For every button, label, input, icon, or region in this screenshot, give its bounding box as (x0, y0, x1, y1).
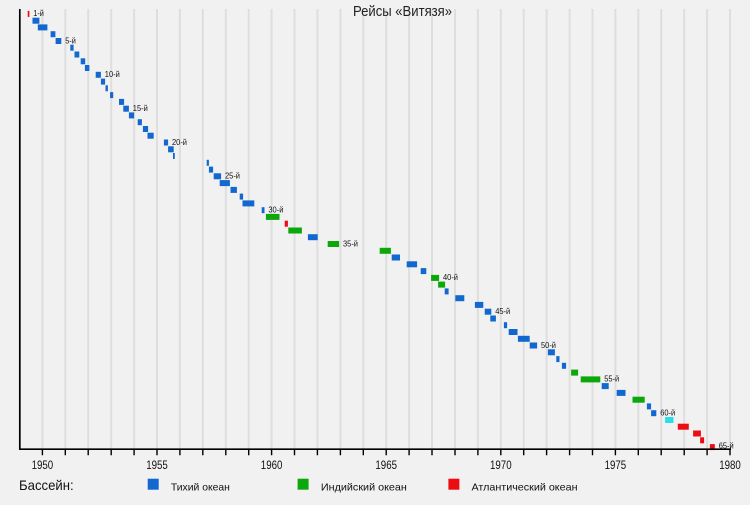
svg-text:55-й: 55-й (604, 374, 619, 384)
svg-text:40-й: 40-й (443, 272, 458, 282)
svg-text:1960: 1960 (261, 458, 283, 472)
svg-text:1970: 1970 (490, 458, 512, 472)
svg-text:Индийский океан: Индийский океан (321, 481, 407, 493)
svg-text:15-й: 15-й (133, 103, 148, 113)
svg-text:1975: 1975 (605, 458, 627, 472)
svg-text:5-й: 5-й (65, 35, 76, 45)
svg-text:35-й: 35-й (343, 238, 358, 248)
svg-text:30-й: 30-й (268, 205, 283, 215)
svg-text:20-й: 20-й (172, 137, 187, 147)
svg-text:Атлантический океан: Атлантический океан (472, 481, 578, 493)
svg-text:1965: 1965 (375, 458, 397, 472)
svg-text:1950: 1950 (32, 458, 54, 472)
svg-text:10-й: 10-й (105, 69, 120, 79)
svg-text:Бассейн:: Бассейн: (19, 478, 74, 493)
svg-text:1980: 1980 (719, 458, 741, 472)
svg-text:45-й: 45-й (495, 306, 510, 316)
svg-text:50-й: 50-й (541, 340, 556, 350)
svg-text:25-й: 25-й (225, 171, 240, 181)
svg-text:65-й: 65-й (719, 440, 734, 450)
svg-text:Тихий океан: Тихий океан (171, 481, 230, 493)
svg-text:1-й: 1-й (33, 8, 44, 18)
svg-text:1955: 1955 (146, 458, 168, 472)
svg-text:60-й: 60-й (660, 408, 675, 418)
svg-text:Рейсы «Витязя»: Рейсы «Витязя» (353, 4, 452, 20)
